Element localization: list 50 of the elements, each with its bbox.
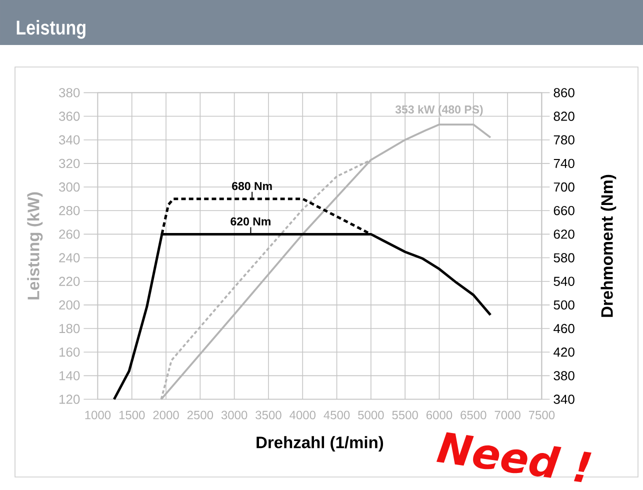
x-tick-label: 6000 [426,410,452,420]
annotation: 680 Nm [232,182,272,190]
chart-title: Leistung [16,20,86,39]
y-tick-label: 180 [59,324,80,334]
y-tick-label: 280 [59,206,80,216]
y2-tick-label: 780 [554,135,574,144]
x-tick-label: 7500 [528,410,555,420]
x-tick-label: 2500 [187,410,214,420]
y2-tick-label: 660 [554,206,574,216]
y-tick-label: 240 [59,253,80,262]
y-axis-title: Leistung (kW) [27,192,43,300]
x-tick-label: 1500 [119,410,145,420]
x-tick-label: 2000 [153,410,179,420]
text: Need ! [436,432,592,482]
y2-tick-label: 540 [554,276,574,286]
y2-tick-label: 740 [554,158,574,168]
x-tick-label: 7000 [494,410,520,420]
y-tick-label: 200 [59,300,80,310]
x-tick-label: 5000 [358,410,384,420]
y2-tick-label: 860 [554,88,574,98]
y2-axis-title: Drehmoment (Nm) [600,174,616,317]
x-tick-label: 4000 [290,410,316,420]
y2-tick-label: 620 [554,230,574,239]
y-tick-label: 140 [59,371,80,380]
y2-tick-label: 420 [554,348,574,357]
y2-tick-label: 500 [554,300,574,310]
y2-tick-label: 580 [554,253,574,262]
x-tick-label: 3500 [256,410,282,420]
y-tick-label: 220 [59,276,80,286]
x-tick-label: 3000 [221,410,248,420]
annotation: 620 Nm [230,217,270,226]
y-tick-label: 300 [59,182,80,192]
x-tick-label: 1000 [85,410,111,420]
y2-tick-label: 820 [554,112,574,121]
y-tick-label: 360 [59,112,80,121]
y-tick-label: 260 [59,230,80,239]
y2-tick-label: 460 [554,324,574,334]
annotation: 353 kW (480 PS) [395,105,483,116]
y-tick-label: 320 [59,158,80,168]
x-tick-label: 4500 [324,410,350,420]
y-tick-label: 160 [59,348,80,357]
x-tick-label: 6500 [460,410,486,420]
x-tick-label: 5500 [392,410,418,420]
x-axis-title: Drehzahl (1/min) [256,436,384,452]
y-tick-label: 380 [59,88,80,98]
y-tick-label: 340 [59,135,80,144]
y-tick-label: 120 [59,394,80,404]
y2-tick-label: 340 [554,394,574,404]
y2-tick-label: 380 [554,371,574,380]
y2-tick-label: 700 [554,182,574,192]
